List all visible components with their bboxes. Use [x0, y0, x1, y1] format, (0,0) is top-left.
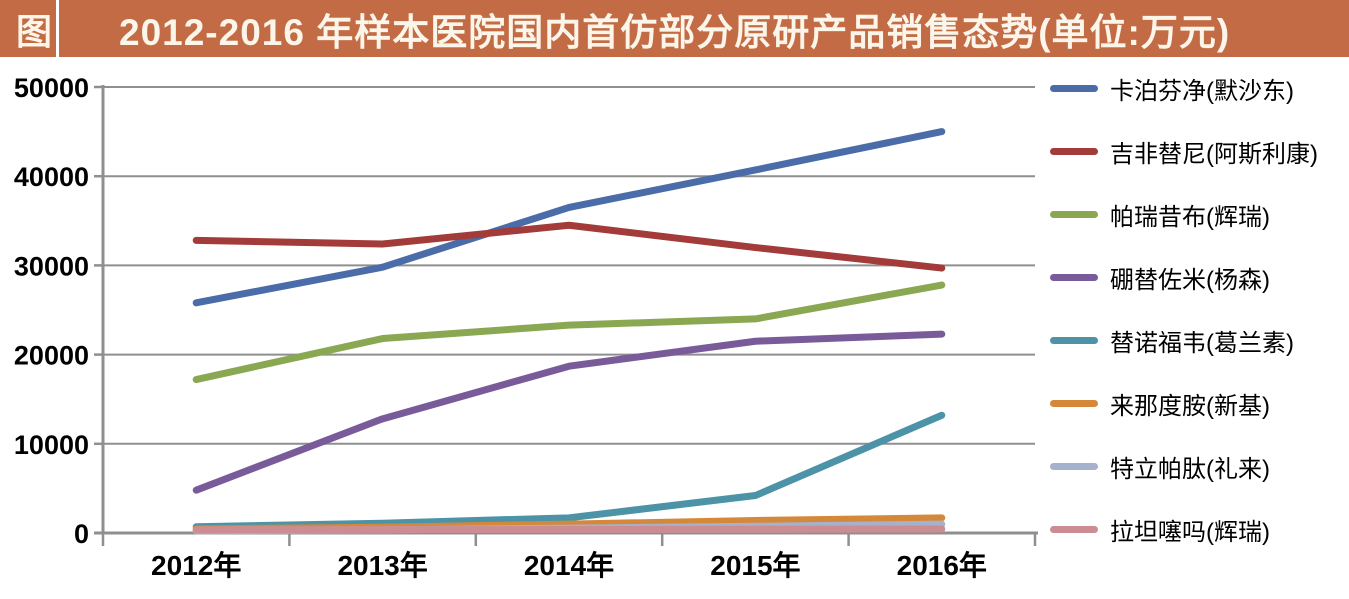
x-axis-label: 2014年	[524, 549, 614, 581]
legend-label: 特立帕肽(礼来)	[1110, 456, 1270, 483]
legend-item-7: 拉坦噻吗(辉瑞)	[1050, 498, 1349, 561]
legend-label: 拉坦噻吗(辉瑞)	[1110, 519, 1270, 546]
legend-label: 卡泊芬净(默沙东)	[1110, 78, 1294, 105]
y-axis-label: 30000	[14, 251, 89, 281]
legend-swatch-icon	[1050, 148, 1098, 155]
legend-swatch-icon	[1050, 337, 1098, 344]
y-axis-label: 40000	[14, 162, 89, 192]
series-line-7	[192, 525, 946, 534]
legend-swatch-icon	[1050, 274, 1098, 281]
legend-label: 吉非替尼(阿斯利康)	[1110, 141, 1318, 168]
series-line-0	[192, 128, 946, 307]
title-divider	[56, 0, 59, 57]
line-chart: 0 10000 20000 30000 40000 50000 2012年 2013年 2014…	[14, 73, 1038, 581]
x-axis-label: 2016年	[897, 549, 987, 581]
legend-swatch-icon	[1050, 526, 1098, 533]
legend-swatch-icon	[1050, 85, 1098, 92]
title-prefix: 图	[16, 10, 53, 52]
x-axis-label: 2012年	[151, 549, 241, 581]
series-line-3	[192, 330, 946, 494]
legend-label: 帕瑞昔布(辉瑞)	[1110, 204, 1270, 231]
legend-item-1: 吉非替尼(阿斯利康)	[1050, 120, 1349, 183]
x-axis-label: 2015年	[710, 549, 800, 581]
legend-item-3: 硼替佐米(杨森)	[1050, 246, 1349, 309]
legend-item-2: 帕瑞昔布(辉瑞)	[1050, 183, 1349, 246]
legend-item-0: 卡泊芬净(默沙东)	[1050, 57, 1349, 120]
legend-swatch-icon	[1050, 400, 1098, 407]
legend-item-4: 替诺福韦(葛兰素)	[1050, 309, 1349, 372]
legend-label: 来那度胺(新基)	[1110, 393, 1270, 420]
y-axis-label: 10000	[14, 430, 89, 460]
y-axis-label: 50000	[14, 73, 89, 103]
series-line-1	[192, 221, 946, 272]
legend-swatch-icon	[1050, 463, 1098, 470]
legend-swatch-icon	[1050, 211, 1098, 218]
legend-label: 替诺福韦(葛兰素)	[1110, 330, 1294, 357]
chart-legend: 卡泊芬净(默沙东) 吉非替尼(阿斯利康) 帕瑞昔布(辉瑞) 硼替佐米(杨森) 替诺福韦(…	[1050, 57, 1349, 599]
legend-item-6: 特立帕肽(礼来)	[1050, 435, 1349, 498]
legend-item-5: 来那度胺(新基)	[1050, 372, 1349, 435]
y-axis-label: 20000	[14, 341, 89, 371]
series-line-2	[192, 281, 946, 384]
chart-title-bar: 图 2012-2016 年样本医院国内首仿部分原研产品销售态势(单位:万元)	[0, 0, 1349, 57]
page-title: 2012-2016 年样本医院国内首仿部分原研产品销售态势(单位:万元)	[119, 11, 1231, 53]
series-line-4	[192, 411, 946, 531]
y-axis-label: 0	[74, 519, 89, 549]
x-axis-label: 2013年	[337, 549, 427, 581]
legend-label: 硼替佐米(杨森)	[1110, 267, 1270, 294]
